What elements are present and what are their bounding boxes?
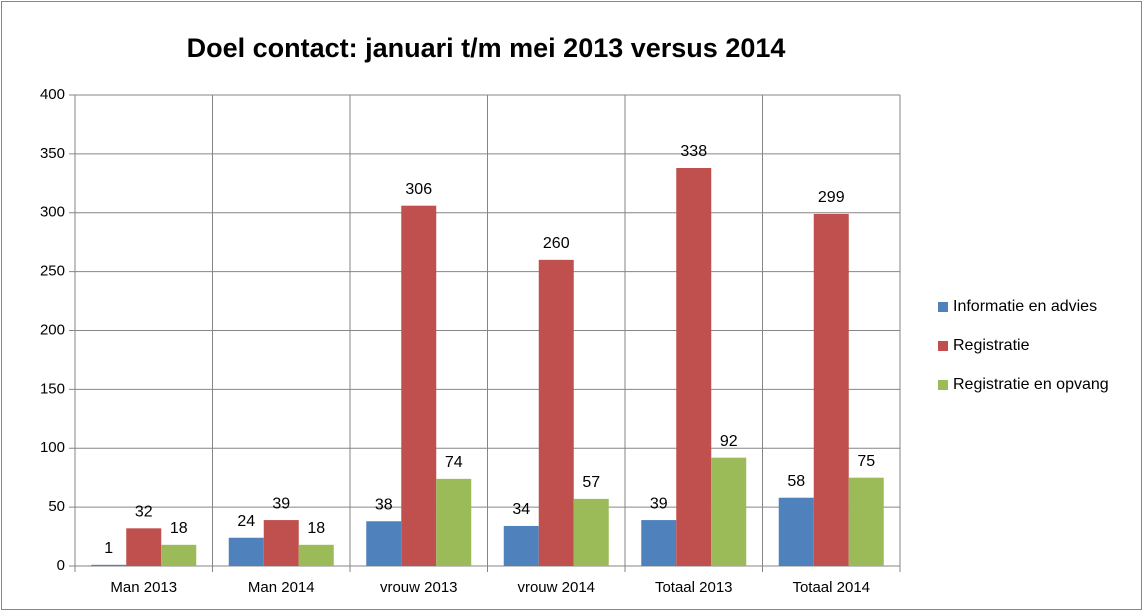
bar (676, 168, 712, 566)
bar (298, 544, 334, 566)
data-label: 24 (237, 513, 255, 530)
data-label: 58 (787, 473, 805, 490)
bar (711, 457, 747, 566)
bar (161, 544, 197, 566)
bar (778, 497, 814, 566)
bar (436, 478, 472, 566)
data-label: 1 (104, 540, 113, 557)
y-tick-label: 0 (57, 557, 65, 574)
data-label: 39 (650, 495, 668, 512)
data-label: 34 (512, 501, 530, 518)
y-tick-label: 150 (40, 380, 65, 397)
x-tick-label: Totaal 2014 (792, 579, 870, 596)
data-label: 18 (170, 520, 188, 537)
data-label: 306 (405, 181, 432, 198)
data-label: 338 (680, 143, 707, 160)
y-tick-label: 50 (48, 498, 65, 515)
bar (538, 259, 574, 566)
legend-label: Registratie en opvang (953, 376, 1109, 393)
y-tick-label: 250 (40, 263, 65, 280)
bar (813, 213, 849, 567)
data-label: 57 (582, 474, 600, 491)
legend-swatch (938, 302, 948, 312)
x-tick-label: vrouw 2013 (380, 579, 458, 596)
bar (228, 537, 264, 566)
x-tick-label: Man 2014 (248, 579, 315, 596)
bar (91, 564, 127, 566)
legend-label: Informatie en advies (953, 298, 1097, 315)
y-tick-label: 350 (40, 145, 65, 162)
data-label: 299 (818, 189, 845, 206)
data-label: 74 (445, 454, 463, 471)
bar (366, 521, 402, 566)
y-tick-label: 100 (40, 439, 65, 456)
legend-swatch (938, 380, 948, 390)
x-tick-label: Man 2013 (110, 579, 177, 596)
data-label: 32 (135, 504, 153, 521)
data-label: 38 (375, 496, 393, 513)
legend-label: Registratie (953, 337, 1030, 354)
data-label: 39 (272, 495, 290, 512)
x-tick-label: Totaal 2013 (655, 579, 733, 596)
bar (848, 477, 884, 566)
bar (126, 528, 162, 566)
legend-swatch (938, 341, 948, 351)
bar (263, 520, 299, 566)
x-tick-label: vrouw 2014 (517, 579, 595, 596)
bar (401, 205, 437, 566)
data-label: 92 (720, 433, 738, 450)
data-label: 75 (857, 453, 875, 470)
data-label: 260 (543, 235, 570, 252)
bar (641, 520, 677, 566)
y-tick-label: 400 (40, 86, 65, 103)
chart-title: Doel contact: januari t/m mei 2013 versu… (187, 33, 786, 63)
y-tick-label: 300 (40, 204, 65, 221)
y-tick-label: 200 (40, 321, 65, 338)
bar (573, 498, 609, 566)
data-label: 18 (307, 520, 325, 537)
bar (503, 525, 539, 566)
